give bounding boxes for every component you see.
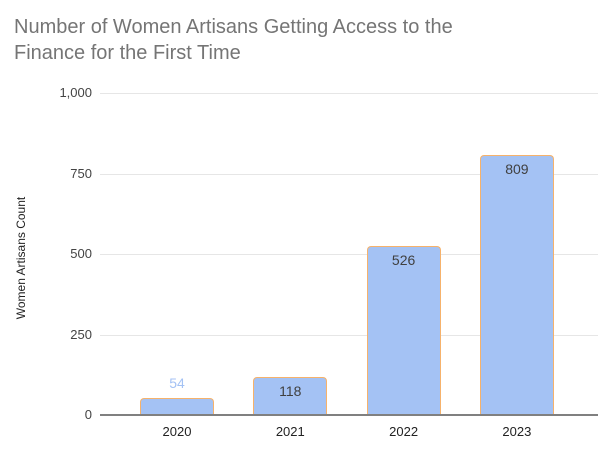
- bar-2021[interactable]: [253, 377, 328, 415]
- y-tick-label-500: 500: [70, 246, 92, 261]
- y-tick-label-750: 750: [70, 165, 92, 181]
- x-tick-label-2023: 2023: [502, 424, 532, 439]
- gridline-1000: [100, 93, 598, 94]
- bar-2020[interactable]: [140, 397, 214, 415]
- x-tick-label-2021: 2021: [275, 424, 305, 439]
- x-tick-label-2022: 2022: [389, 424, 419, 439]
- x-axis-baseline: [100, 414, 598, 416]
- y-tick-label-250: 250: [70, 326, 92, 342]
- x-tick-label-2020: 2020: [162, 424, 192, 439]
- plot-area: 54 118 526 809: [100, 93, 598, 416]
- bar-2022[interactable]: [366, 245, 441, 415]
- bar-value-label-2021: 118: [279, 383, 302, 399]
- y-tick-label-1,000: 1,000: [59, 85, 92, 100]
- bar-value-label-2020: 54: [169, 374, 185, 391]
- bar-value-label-2023: 809: [505, 160, 529, 177]
- bar-value-label-2022: 526: [391, 251, 416, 268]
- y-tick-label-0: 0: [84, 407, 92, 422]
- gridline-750: [100, 173, 598, 175]
- y-axis-title: Women Artisans Count: [14, 196, 28, 320]
- gridline-500: [100, 254, 598, 255]
- bar-2023[interactable]: [479, 154, 554, 415]
- gridline-250: [100, 334, 598, 336]
- chart-title: Number of Women Artisans Getting Access …: [14, 16, 453, 64]
